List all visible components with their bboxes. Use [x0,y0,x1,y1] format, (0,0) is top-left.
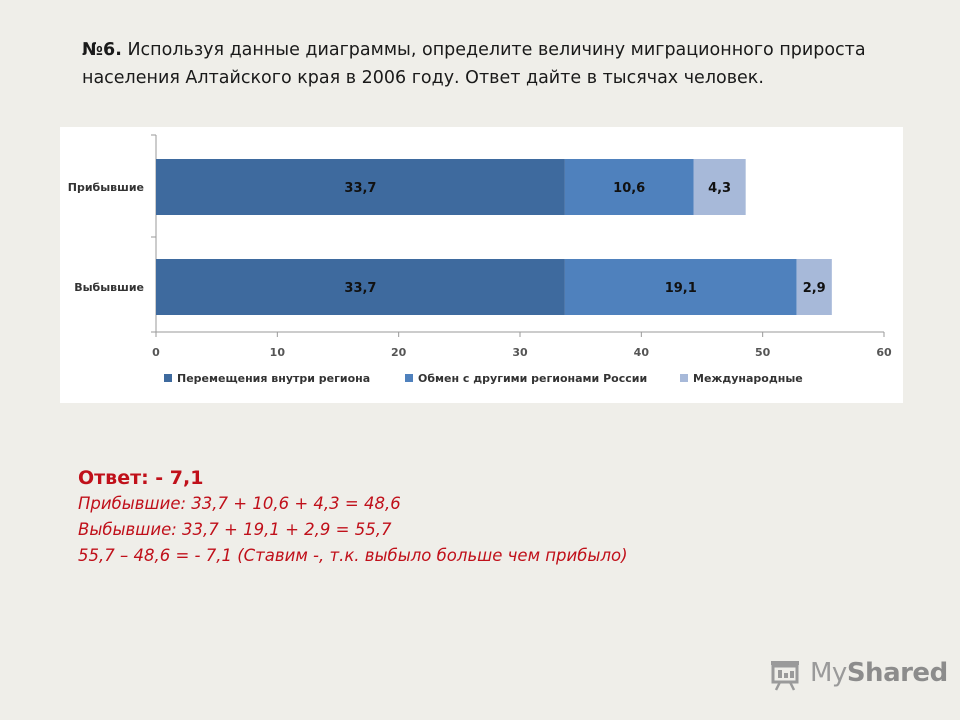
legend-swatch [680,374,688,382]
answer-line-1: Прибывшие: 33,7 + 10,6 + 4,3 = 48,6 [78,494,401,513]
chart-panel: 0 10 20 30 40 50 60 Прибывшие 33,7 10,6 4,3 Выбывши… [60,127,903,403]
stacked-bar-chart: 0 10 20 30 40 50 60 Прибывшие 33,7 10,6 4,3 Выбывши… [68,134,892,385]
question-text: №6. Используя данные диаграммы, определи… [82,36,942,92]
data-label: 33,7 [344,281,376,296]
question-number: №6. [82,40,122,60]
legend-swatch [164,374,172,382]
answer-title: Ответ: - 7,1 [78,467,204,489]
watermark-text-my: My [810,658,847,688]
legend-label: Перемещения внутри региона [177,372,370,385]
category-label: Выбывшие [74,281,144,294]
bar-segment [693,159,746,215]
answer-line-3: 55,7 – 48,6 = - 7,1 (Ставим -, т.к. выбы… [78,546,628,565]
projector-screen-icon [771,661,799,691]
x-tick-label: 20 [391,346,407,359]
data-label: 2,9 [803,281,826,296]
x-tick-label: 30 [512,346,528,359]
question-line-2: населения Алтайского края в 2006 году. О… [82,68,764,88]
data-label: 4,3 [708,181,731,196]
x-tick-label: 0 [152,346,160,359]
watermark-text-shared: Shared [846,658,948,688]
bar-segment [156,159,565,215]
bar-segment [796,259,832,315]
myshared-watermark: MyShared [768,656,948,692]
question-line-1: Используя данные диаграммы, определите в… [121,40,866,60]
category-label: Прибывшие [68,181,144,194]
legend-label: Международные [693,372,803,385]
legend-label: Обмен с другими регионами России [418,372,647,385]
watermark-text: MyShared [810,658,948,688]
x-tick-label: 40 [634,346,650,359]
bar-segment [564,159,694,215]
x-tick-label: 60 [876,346,892,359]
x-tick-label: 50 [755,346,771,359]
bar-segment [564,259,797,315]
data-label: 10,6 [613,181,645,196]
data-label: 33,7 [344,181,376,196]
legend-swatch [405,374,413,382]
x-tick-label: 10 [270,346,286,359]
answer-line-2: Выбывшие: 33,7 + 19,1 + 2,9 = 55,7 [78,520,392,539]
bar-segment [156,259,565,315]
data-label: 19,1 [665,281,697,296]
answer-block: Ответ: - 7,1 Прибывшие: 33,7 + 10,6 + 4,… [78,465,938,569]
